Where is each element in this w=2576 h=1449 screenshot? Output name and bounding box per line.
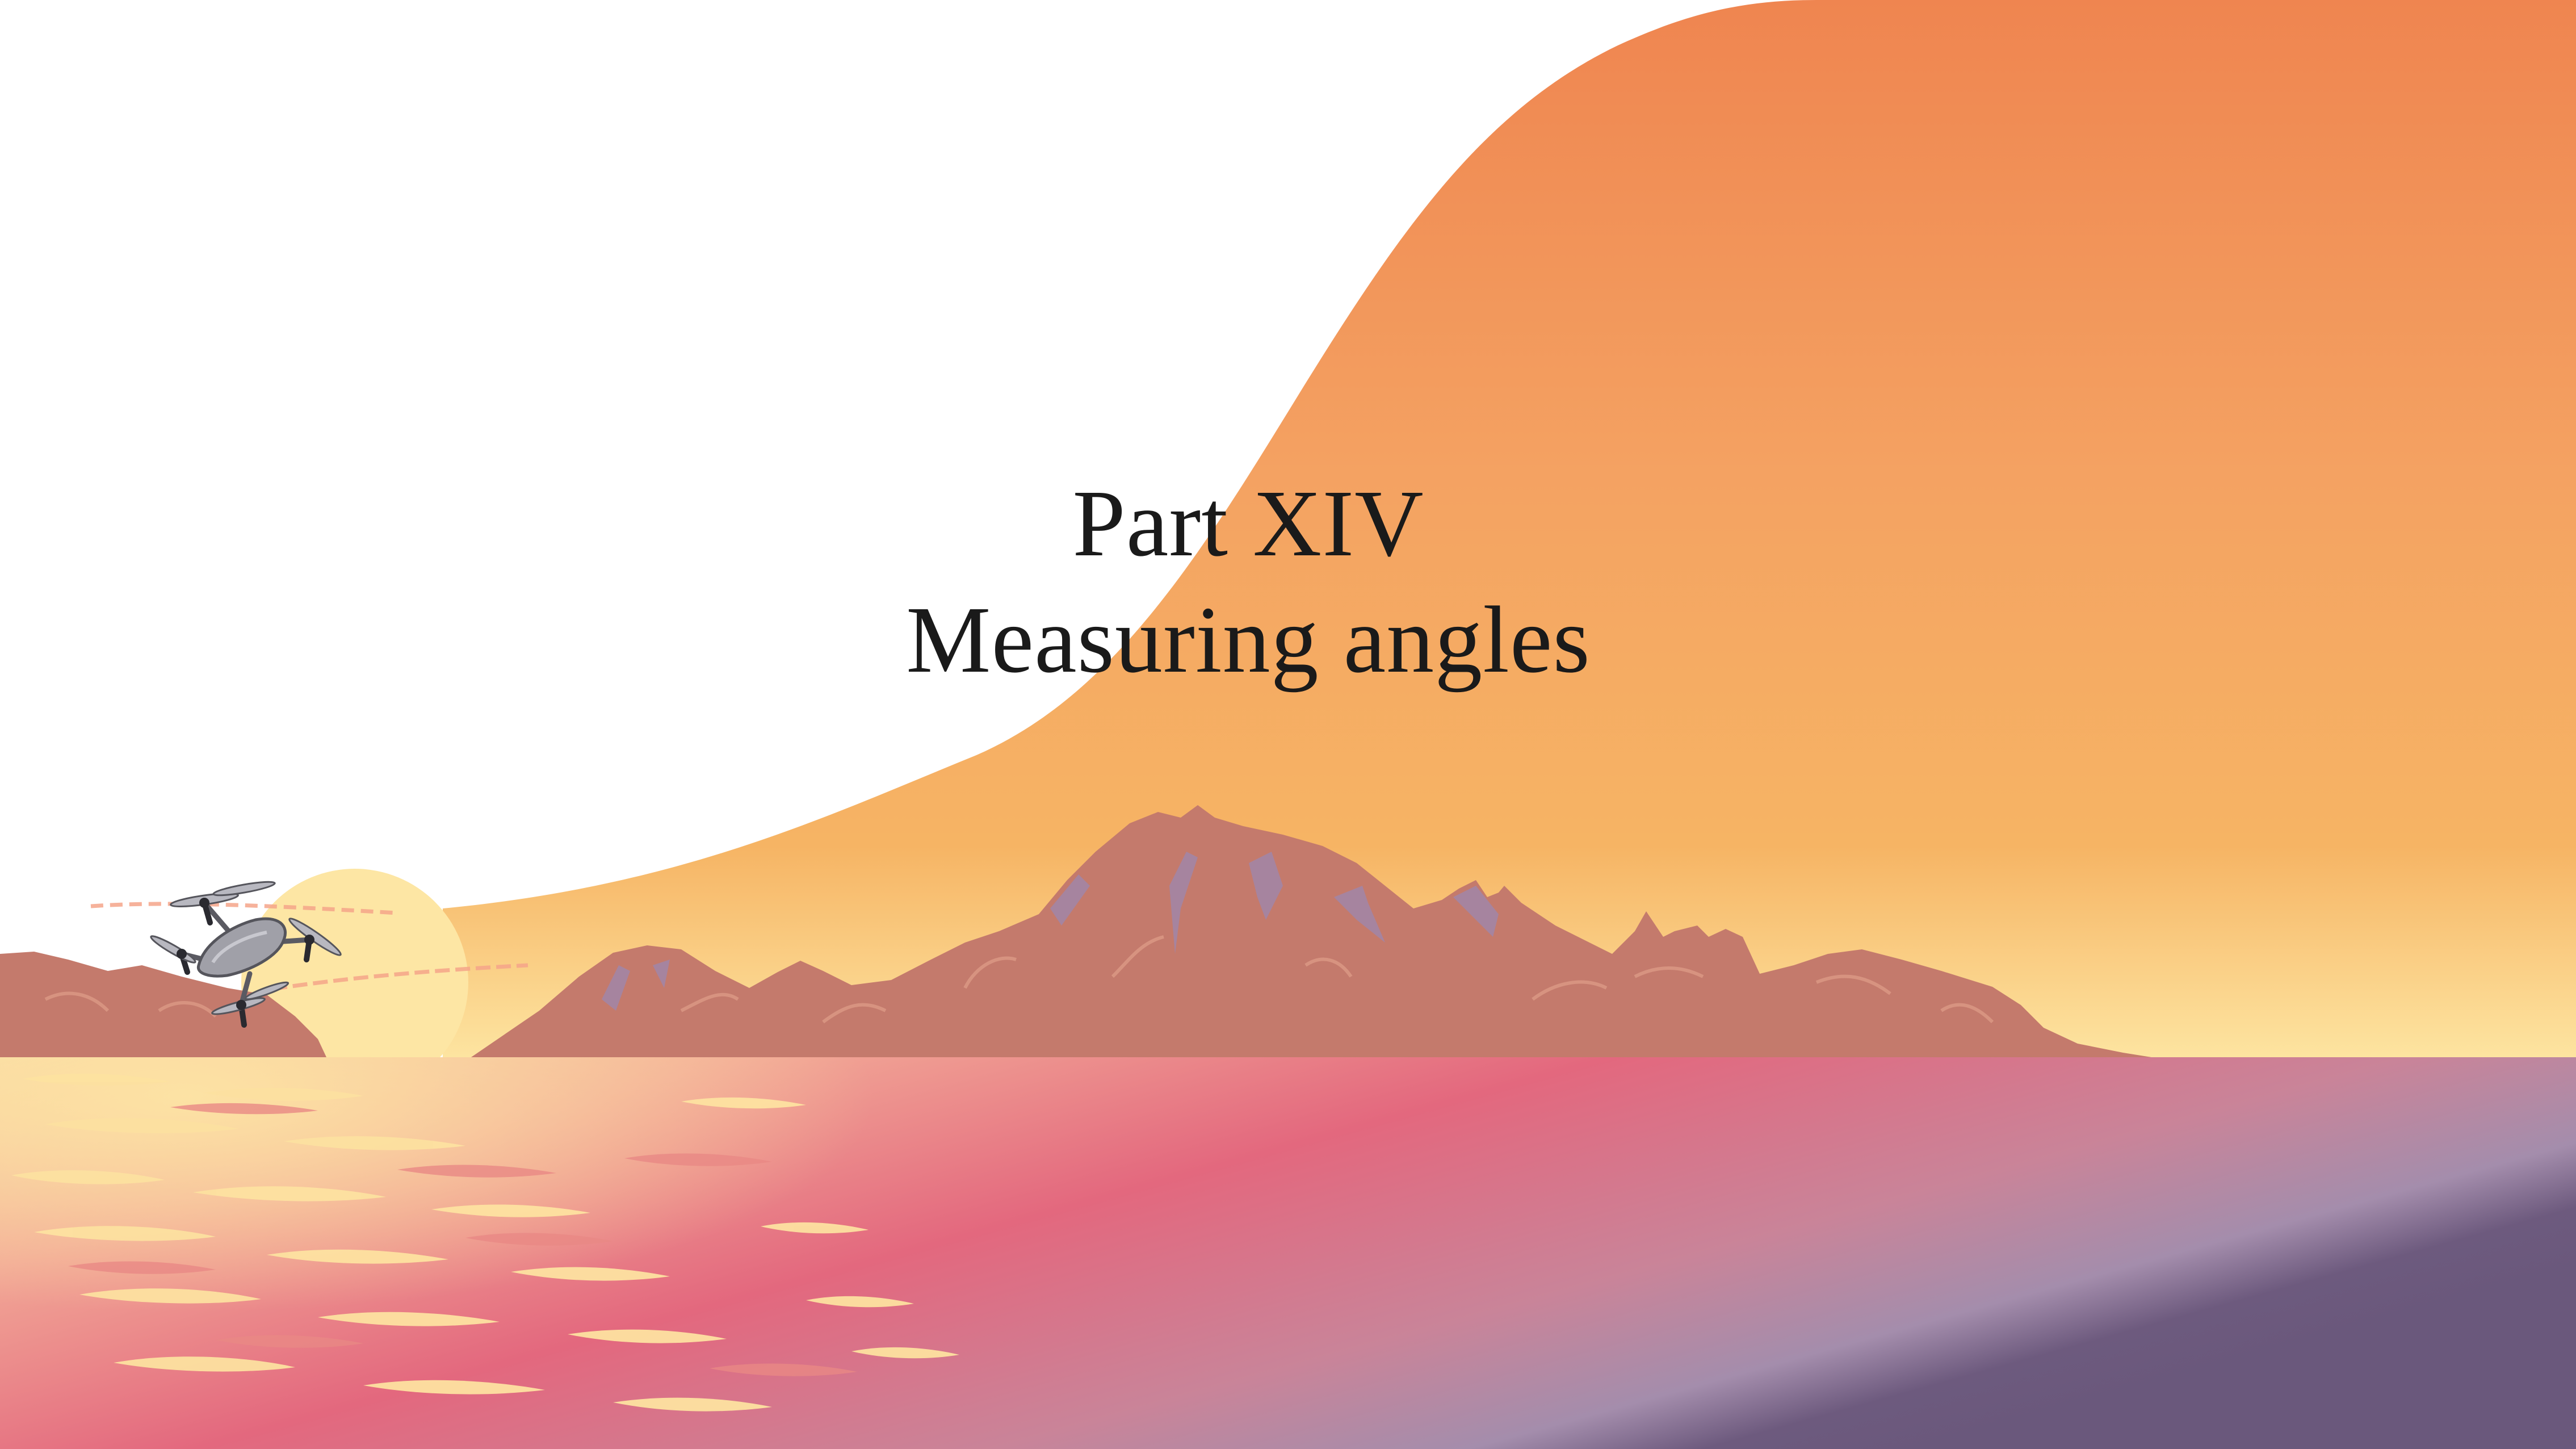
mountain-range: [471, 805, 2151, 1057]
chapter-title: Measuring angles: [906, 587, 1591, 693]
part-label: Part XIV: [1072, 471, 1424, 576]
water-ripples: [11, 1073, 959, 1412]
drone: [150, 881, 342, 1028]
left-island: [0, 952, 326, 1057]
mountain-highlights: [602, 852, 1499, 1011]
sun-glow-on-sea: [0, 1057, 1249, 1449]
contrail-lower: [272, 963, 528, 991]
title-block: Part XIV Measuring angles: [0, 466, 2497, 698]
mountain-creases: [44, 935, 1994, 1024]
contrail-upper: [90, 902, 398, 915]
sky-shape: [443, 0, 2576, 1057]
